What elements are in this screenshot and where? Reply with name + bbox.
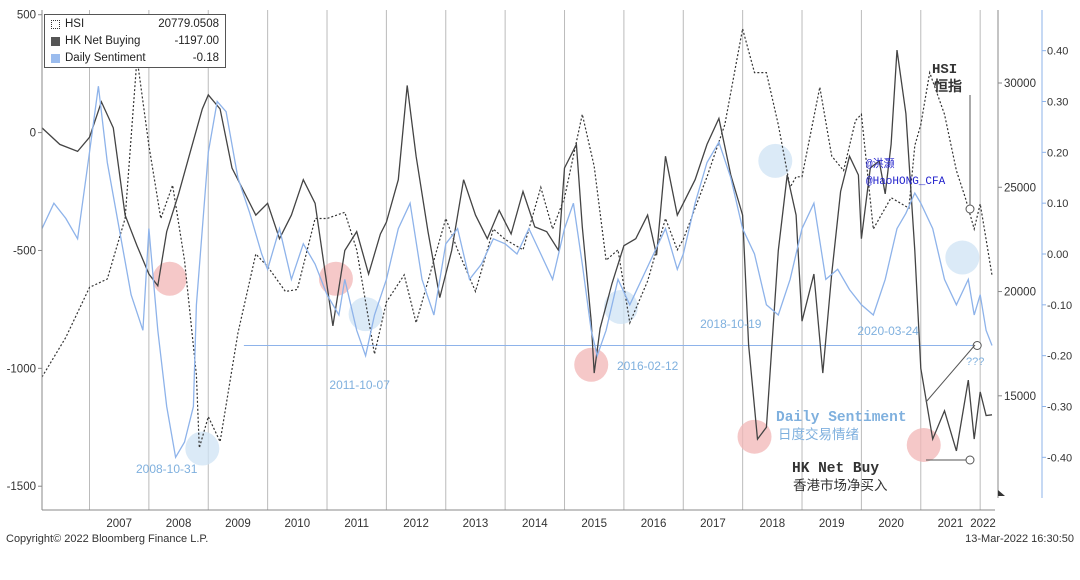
axis-arrow-icon	[998, 490, 1005, 496]
legend-name: HK Net Buying	[65, 35, 141, 47]
pointer-marker	[965, 455, 975, 465]
date-label-2011: 2011-10-07	[329, 378, 390, 392]
highlight-circle	[348, 297, 383, 332]
highlight-circle	[945, 240, 980, 275]
series-line-hsi	[41, 28, 993, 449]
sentiment-tick-label: 0.30	[1047, 97, 1068, 109]
left-tick-label: -1000	[7, 363, 36, 375]
sentiment-tick-label: 0.10	[1047, 198, 1068, 210]
watermark-text: @洪灏	[866, 156, 895, 171]
x-tick-label: 2017	[700, 518, 726, 530]
x-tick-label: 2020	[878, 518, 904, 530]
legend-swatch-net-buying	[51, 37, 60, 46]
series-line-daily-sentiment	[41, 86, 993, 460]
sentiment-annotation-cn: 日度交易情绪	[778, 426, 859, 442]
sentiment-tick-label: 0.20	[1047, 147, 1068, 159]
x-tick-label: 2022	[970, 518, 996, 530]
hsi-annotation-cn: 恒指	[934, 78, 962, 94]
date-label-2016: 2016-02-12	[617, 359, 679, 373]
hsi-tick-label: 20000	[1004, 287, 1036, 299]
x-tick-label: 2016	[641, 518, 667, 530]
left-tick-label: -1500	[7, 481, 36, 493]
sentiment-tick-label: 0.40	[1047, 46, 1068, 58]
pointer-marker	[965, 204, 975, 214]
question-annotation: ???	[966, 356, 984, 368]
x-tick-label: 2011	[344, 518, 369, 530]
x-tick-label: 2012	[403, 518, 429, 530]
highlight-circle	[737, 419, 772, 454]
left-tick-label: -500	[13, 245, 36, 257]
sentiment-tick-label: 0.00	[1047, 249, 1068, 261]
pointer-line	[925, 344, 976, 403]
highlight-circle	[574, 347, 609, 382]
date-label-2018: 2018-10-19	[700, 317, 762, 331]
legend-value: -1197.00	[174, 35, 219, 47]
highlight-circle	[185, 431, 220, 466]
highlight-circle	[152, 261, 187, 296]
legend-value: -0.18	[192, 52, 219, 64]
x-tick-label: 2013	[463, 518, 489, 530]
sentiment-tick-label: -0.40	[1047, 452, 1072, 464]
hsi-tick-label: 25000	[1004, 182, 1036, 194]
legend-value: 20779.0508	[158, 18, 219, 30]
x-tick-label: 2009	[225, 518, 251, 530]
legend-item-hsi: HSI 20779.0508	[45, 16, 225, 32]
series-line-hk-net-buying	[41, 50, 993, 452]
hsi-tick-label: 30000	[1004, 78, 1036, 90]
legend-name: Daily Sentiment	[65, 52, 146, 64]
x-tick-label: 2019	[819, 518, 845, 530]
left-tick-label: 0	[30, 128, 36, 140]
watermark-text: @HaoHONG_CFA	[866, 176, 946, 188]
legend-item-sentiment: Daily Sentiment -0.18	[45, 50, 225, 66]
legend-swatch-sentiment	[51, 54, 60, 63]
legend-item-net-buying: HK Net Buying -1197.00	[45, 33, 225, 49]
netbuy-annotation-en: HK Net Buy	[792, 461, 879, 477]
netbuy-annotation-cn: 香港市场净买入	[793, 477, 888, 493]
x-tick-label: 2015	[581, 518, 607, 530]
x-tick-label: 2007	[106, 518, 132, 530]
date-label-2020: 2020-03-24	[857, 324, 919, 338]
x-tick-label: 2021	[938, 518, 964, 530]
left-tick-label: 500	[17, 10, 36, 22]
chart-legend: HSI 20779.0508 HK Net Buying -1197.00 Da…	[44, 14, 226, 68]
hsi-tick-label: 15000	[1004, 391, 1036, 403]
date-label-2008: 2008-10-31	[136, 462, 198, 476]
legend-swatch-hsi	[51, 20, 60, 29]
reference-marker	[972, 341, 982, 350]
sentiment-tick-label: -0.30	[1047, 402, 1072, 414]
hsi-annotation-en: HSI	[932, 62, 957, 78]
sentiment-tick-label: -0.20	[1047, 351, 1072, 363]
copyright-text: Copyright© 2022 Bloomberg Finance L.P.	[6, 533, 209, 545]
timestamp-text: 13-Mar-2022 16:30:50	[965, 533, 1074, 545]
highlight-circle	[758, 143, 793, 178]
legend-name: HSI	[65, 18, 85, 30]
x-tick-label: 2014	[522, 518, 548, 530]
x-tick-label: 2008	[166, 518, 192, 530]
highlight-circle	[603, 290, 638, 325]
sentiment-tick-label: -0.10	[1047, 300, 1072, 312]
x-tick-label: 2018	[760, 518, 786, 530]
sentiment-annotation-en: Daily Sentiment	[776, 410, 907, 426]
x-tick-label: 2010	[285, 518, 311, 530]
